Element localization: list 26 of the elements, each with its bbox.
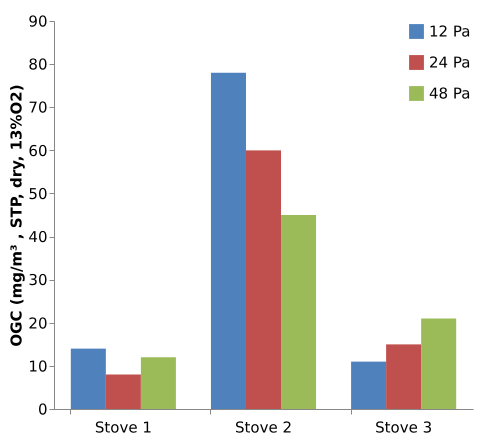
bar: [70, 348, 106, 409]
legend-label: 48 Pa: [429, 84, 470, 102]
y-tick-label: 0: [38, 400, 48, 418]
x-tick-label: Stove 3: [375, 418, 432, 436]
bar: [386, 344, 422, 409]
y-axis-title: OGC (mg/m³ , STP, dry, 13%O2): [7, 84, 26, 347]
bar: [210, 72, 246, 409]
y-tick-label: 40: [28, 228, 48, 246]
bar: [351, 362, 386, 409]
legend-label: 12 Pa: [429, 22, 470, 40]
y-tick-label: 70: [28, 98, 48, 117]
bar: [246, 150, 282, 409]
y-tick-label: 90: [28, 12, 48, 30]
legend-label: 24 Pa: [429, 54, 470, 72]
y-tick-label: 50: [28, 184, 48, 203]
x-tick-label: Stove 2: [235, 418, 292, 436]
y-tick-label: 30: [28, 271, 48, 290]
bar: [281, 215, 316, 409]
x-tick-label: Stove 1: [94, 418, 152, 436]
bar: [140, 357, 176, 409]
y-tick-label: 20: [28, 314, 48, 332]
y-tick-label: 60: [28, 142, 48, 160]
y-tick-label: 10: [28, 357, 48, 376]
bar: [106, 374, 141, 409]
y-tick-label: 80: [28, 56, 48, 74]
bar: [421, 318, 456, 409]
